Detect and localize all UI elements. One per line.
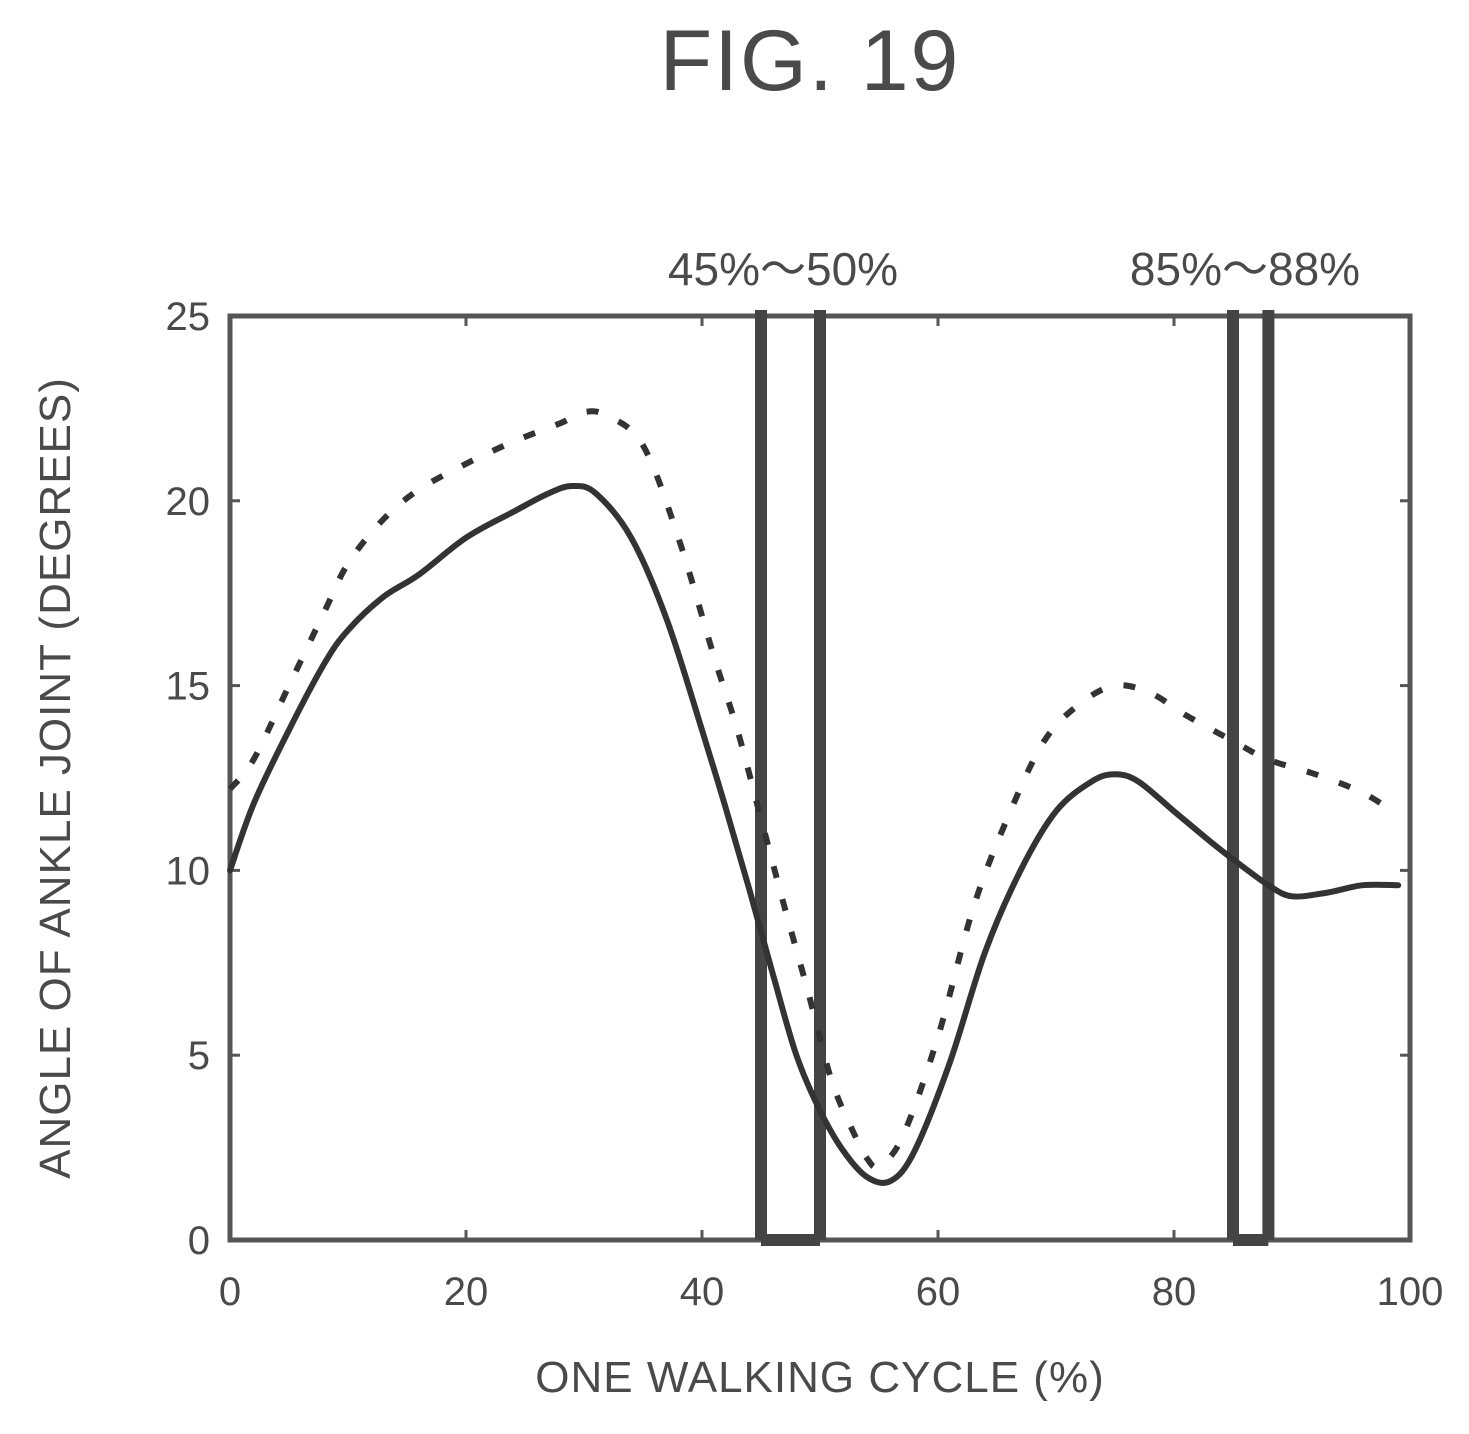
- x-tick-labels: 0 20 40 60 80 100: [219, 1270, 1444, 1314]
- x-tick-label: 100: [1377, 1270, 1444, 1314]
- x-tick-label: 20: [444, 1270, 489, 1314]
- x-tick-label: 40: [680, 1270, 725, 1314]
- y-tick-labels: 0 5 10 15 20 25: [166, 295, 211, 1263]
- y-tick-label: 0: [188, 1219, 210, 1263]
- plot-area: [227, 310, 1413, 1246]
- band-label-2: 85%～88%: [1130, 243, 1360, 295]
- dashed-series-line: [227, 408, 1400, 1171]
- y-axis-label: ANGLE OF ANKLE JOINT (DEGREES): [31, 377, 80, 1179]
- x-tick-label: 80: [1152, 1270, 1197, 1314]
- figure-title: FIG. 19: [660, 13, 961, 109]
- y-tick-label: 5: [188, 1034, 210, 1078]
- highlight-bands: [755, 310, 1275, 1246]
- axis-ticks: [228, 314, 1412, 1242]
- y-tick-label: 15: [166, 665, 211, 709]
- x-tick-label: 60: [916, 1270, 961, 1314]
- data-series: [227, 408, 1402, 1186]
- x-tick-label: 0: [219, 1270, 241, 1314]
- band-label-1: 45%～50%: [668, 243, 898, 295]
- y-tick-label: 10: [166, 849, 211, 893]
- x-axis-label: ONE WALKING CYCLE (%): [535, 1353, 1104, 1402]
- solid-series-line: [227, 482, 1402, 1186]
- y-tick-label: 20: [166, 480, 211, 524]
- y-tick-label: 25: [166, 295, 211, 339]
